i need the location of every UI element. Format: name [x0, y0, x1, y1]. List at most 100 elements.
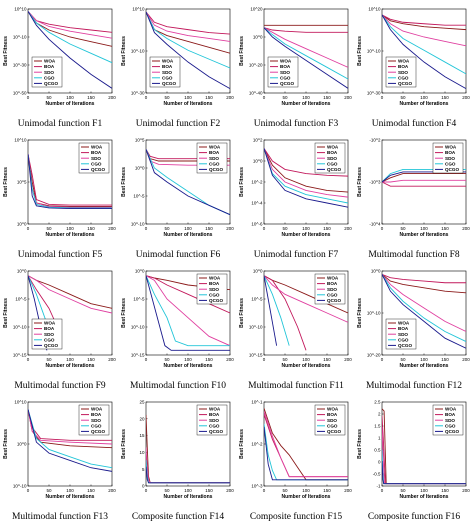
x-tick-label: 50 [46, 226, 52, 231]
y-axis-label: Best Fitness [121, 36, 127, 66]
series-line-cgo [382, 274, 466, 342]
x-tick-label: 200 [226, 95, 234, 100]
y-tick-label: 2.5 [374, 400, 381, 405]
x-tick-label: 150 [323, 226, 331, 231]
x-tick-label: 200 [462, 226, 470, 231]
x-axis-label: Number of Iterations [400, 101, 449, 107]
y-tick-label: 10^10 [14, 138, 27, 143]
x-tick-label: 100 [66, 95, 74, 100]
series-line-sdo [264, 275, 348, 323]
x-axis-label: Number of Iterations [164, 101, 213, 107]
y-tick-label: 10^20 [250, 7, 263, 12]
x-tick-label: 100 [184, 488, 192, 493]
legend-label: SDO [327, 418, 337, 423]
series-line-boa [382, 181, 466, 187]
y-tick-label: 10^0 [135, 269, 145, 274]
legend-label: SDO [209, 418, 219, 423]
chart-panel-14: 0 50 100 150 200 25 20 15 10 5 0 Number of Iteratio… [119, 394, 237, 525]
y-tick-label: 10^-10 [131, 222, 145, 227]
legend-box [385, 318, 417, 350]
y-axis-label: Best Fitness [239, 36, 245, 66]
legend-label: QCGO [398, 81, 412, 86]
y-tick-label: 25 [139, 400, 145, 405]
chart-caption: Composite function F15 [249, 512, 343, 522]
legend-label: SDO [445, 418, 455, 423]
chart-svg: 0 50 100 150 200 10^0 10^-10 10^-20 Number of It… [357, 269, 470, 369]
x-tick-label: 0 [27, 488, 30, 493]
y-axis-label: Best Fitness [3, 298, 9, 328]
chart-svg: 0 50 100 150 200 10^0 10^-5 10^-10 10^-15 Number … [3, 269, 116, 369]
chart-panel-4: 0 50 100 150 200 10^10 10^-10 10^-30 Number of I… [355, 1, 473, 132]
chart-caption: Multimodal function F9 [14, 381, 106, 391]
y-tick-label: 10^-30 [13, 63, 27, 68]
series-line-sdo [146, 275, 230, 347]
chart-panel-6: 0 50 100 150 200 10^5 10^0 10^-5 10^-10 Number of… [119, 132, 237, 263]
series-line-boa [28, 275, 58, 328]
chart-caption: Multimodal function F12 [365, 381, 463, 391]
x-tick-label: 0 [263, 95, 266, 100]
y-tick-label: 10^-5 [133, 194, 145, 199]
x-tick-label: 150 [441, 488, 449, 493]
x-tick-label: 200 [462, 488, 470, 493]
legend-label: CGO [445, 161, 456, 166]
chart-svg: 0 50 100 150 200 10^10 10^-10 10^-30 10^-50 Numbe… [3, 7, 116, 107]
chart-panel-11: 0 50 100 150 200 10^0 10^-5 10^-10 10^-15 Number … [237, 263, 355, 394]
x-tick-label: 150 [205, 226, 213, 231]
series-group [264, 148, 348, 208]
chart-panel-8: 0 50 100 150 200 -10^2 -10^3 -10^4 Number of Ite… [355, 132, 473, 263]
series-line-woa [264, 148, 348, 193]
chart-svg: 0 50 100 150 200 10^10 10^5 10^0 Number of Itera… [3, 138, 116, 238]
chart-panel-9: 0 50 100 150 200 10^0 10^-5 10^-10 10^-15 Number … [1, 263, 119, 394]
x-tick-label: 100 [184, 95, 192, 100]
series-line-sdo [382, 179, 466, 183]
x-tick-label: 150 [205, 95, 213, 100]
series-line-cgo [28, 153, 112, 209]
y-tick-label: 10^5 [17, 180, 27, 185]
y-tick-label: 10^0 [253, 269, 263, 274]
series-line-cgo [264, 27, 348, 80]
series-line-qcgo [146, 466, 230, 484]
y-tick-label: 10^0 [135, 166, 145, 171]
legend-label: SDO [209, 156, 219, 161]
x-tick-label: 50 [46, 357, 52, 362]
y-tick-label: 0.5 [374, 448, 381, 453]
legend-label: CGO [327, 292, 338, 297]
series-group [382, 14, 466, 89]
legend-label: BOA [91, 412, 102, 417]
y-tick-label: 10^-50 [13, 91, 27, 96]
series-line-boa [264, 27, 348, 33]
y-tick-label: 10^-10 [249, 325, 263, 330]
x-tick-label: 50 [282, 357, 288, 362]
legend-label: WOA [44, 59, 56, 64]
x-tick-label: 50 [282, 95, 288, 100]
y-tick-label: 10^-5 [133, 297, 145, 302]
legend-label: CGO [445, 423, 456, 428]
legend-label: WOA [209, 276, 221, 281]
chart-caption: Multimodal function F13 [11, 512, 109, 522]
legend-label: QCGO [209, 167, 223, 172]
x-tick-label: 0 [27, 357, 30, 362]
series-line-woa [382, 274, 466, 294]
series-line-qcgo [146, 11, 230, 89]
legend-label: SDO [398, 70, 408, 75]
chart-caption: Unimodal function F2 [135, 119, 221, 129]
legend-label: CGO [91, 423, 102, 428]
x-axis-label: Number of Iterations [400, 363, 449, 369]
x-tick-label: 0 [145, 357, 148, 362]
legend-label: QCGO [44, 81, 58, 86]
series-group [264, 275, 348, 351]
y-axis-label: Best Fitness [357, 298, 363, 328]
y-tick-label: 10^-15 [249, 353, 263, 358]
series-line-woa [382, 14, 466, 31]
series-group [28, 153, 112, 210]
chart-caption: Composite function F14 [131, 512, 225, 522]
y-tick-label: 10^-2 [251, 180, 263, 185]
x-tick-label: 100 [420, 357, 428, 362]
series-line-qcgo [264, 148, 348, 208]
x-axis-label: Number of Iterations [164, 494, 213, 500]
x-tick-label: 0 [263, 226, 266, 231]
chart-svg: 0 50 100 150 200 10^10 10^-10 10^-30 Number of I… [357, 7, 470, 107]
y-tick-label: -10^2 [369, 138, 381, 143]
x-tick-label: 100 [184, 357, 192, 362]
legend-label: QCGO [162, 81, 176, 86]
